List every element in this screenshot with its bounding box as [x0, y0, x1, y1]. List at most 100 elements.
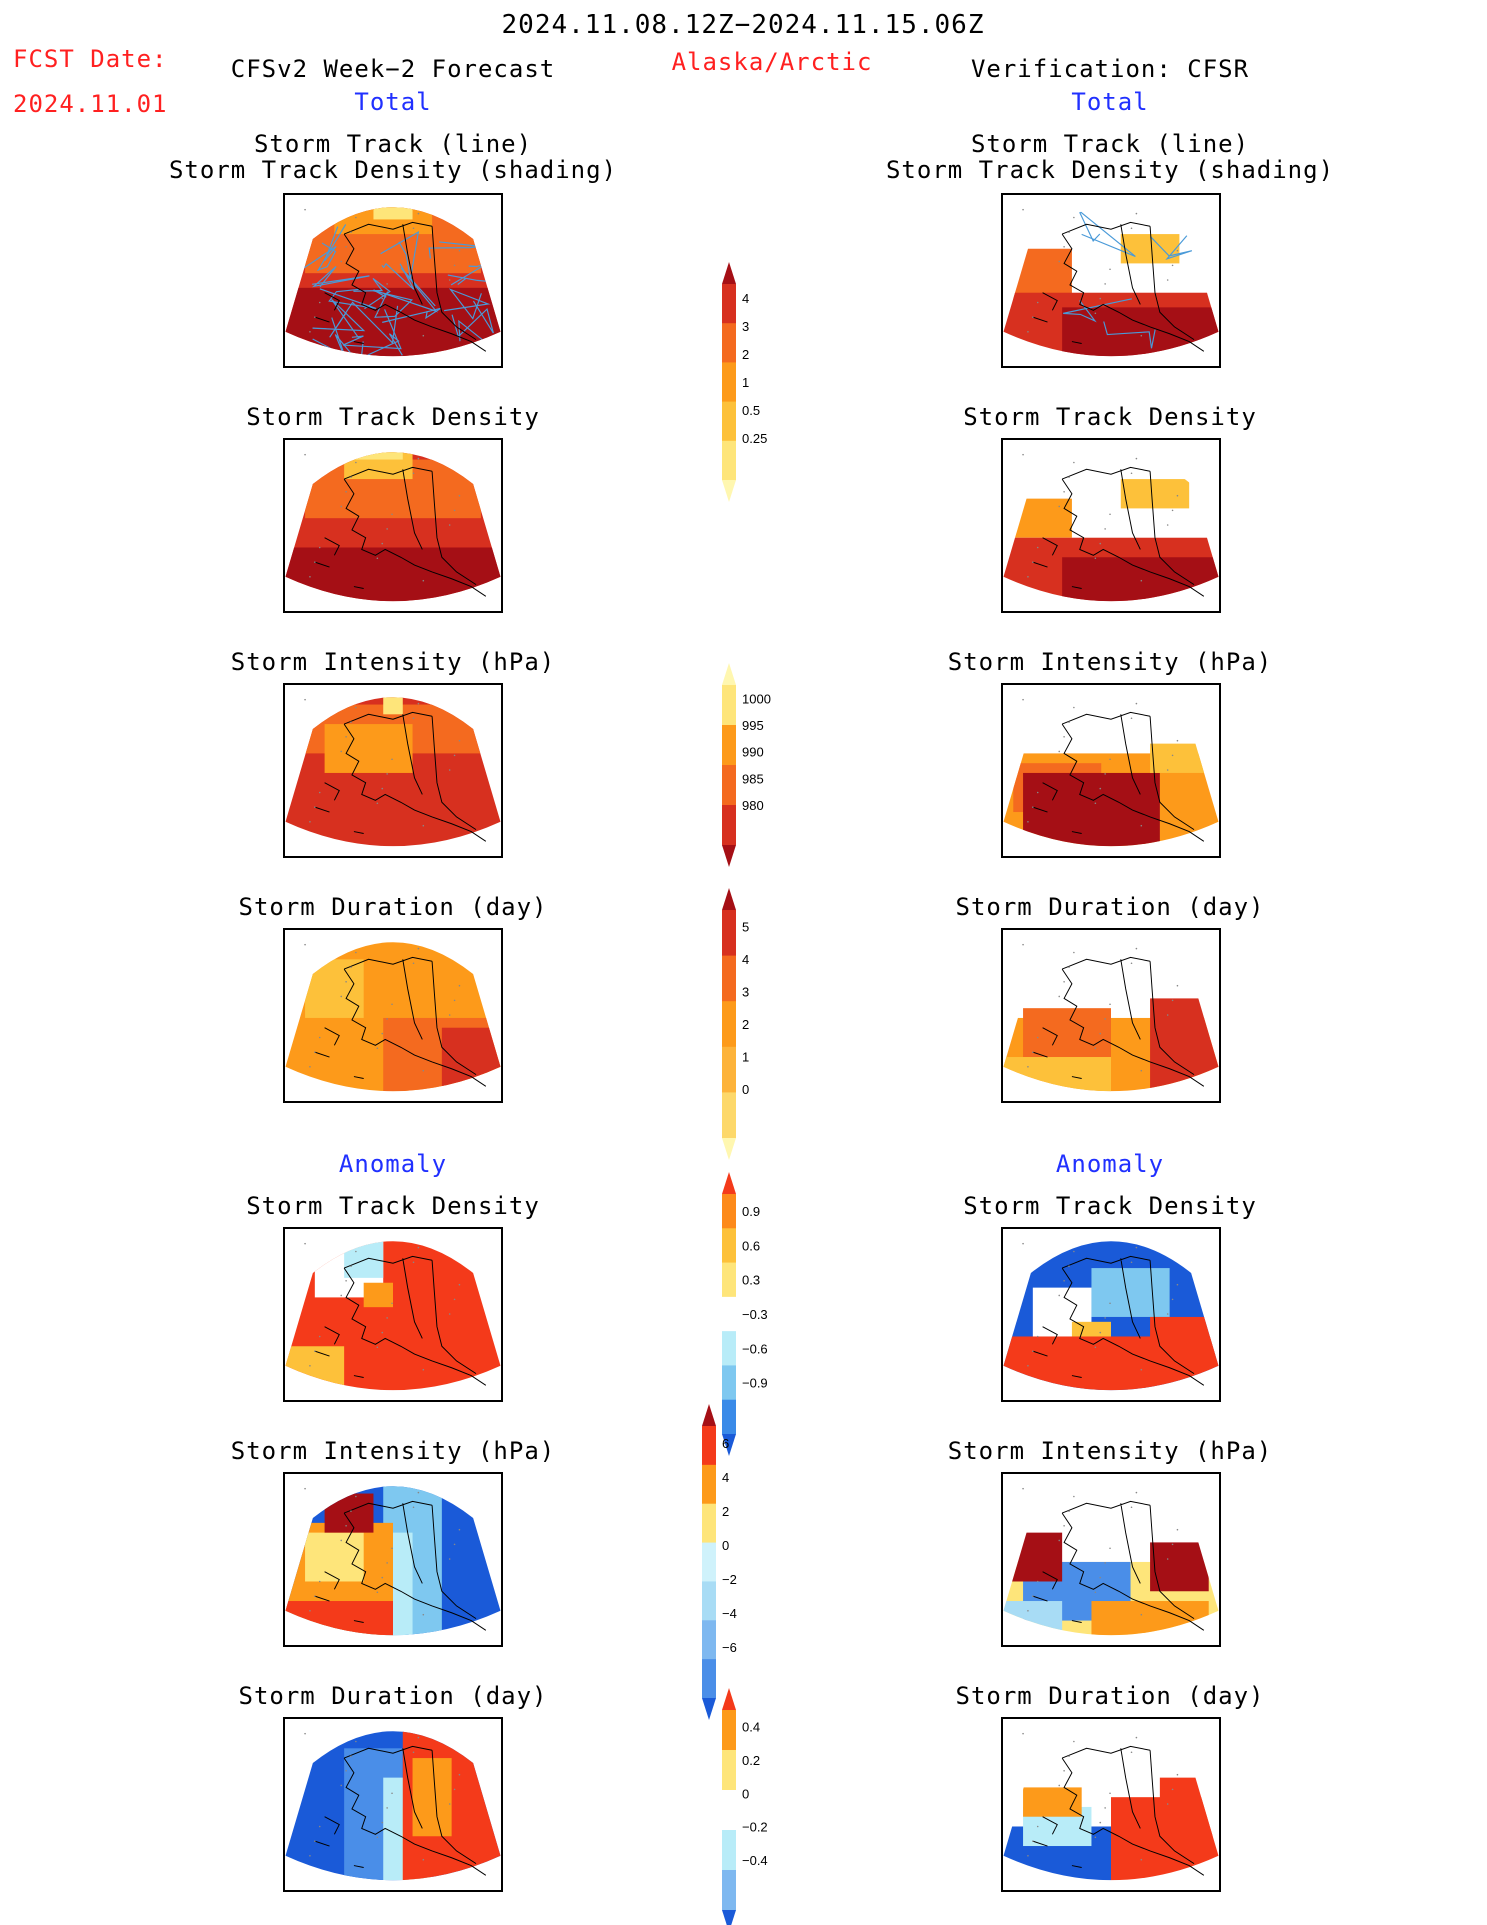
grid-dot — [1131, 1261, 1133, 1263]
grid-dot — [423, 580, 425, 582]
grid-dot — [314, 561, 316, 563]
shade-region — [1150, 744, 1209, 773]
map-fcst-intensity — [283, 683, 503, 858]
map-fcst-track — [283, 193, 503, 368]
grid-dot — [377, 1346, 379, 1348]
colorbar-tick-label: 3 — [742, 984, 749, 999]
shade-region — [286, 1601, 393, 1645]
grid-dot — [1068, 1265, 1070, 1267]
map-canvas — [285, 1474, 501, 1645]
grid-dot — [350, 1510, 352, 1512]
grid-dot — [1068, 231, 1070, 233]
colorbar-segment — [722, 1790, 736, 1831]
map-fcst-anom-density — [283, 1227, 503, 1402]
grid-dot — [1177, 250, 1179, 252]
grid-dot — [423, 1614, 425, 1616]
shade-region — [1004, 1057, 1111, 1101]
shade-region — [305, 959, 364, 1018]
colorbar-duration-total: 543210 — [720, 888, 790, 1168]
shade-region — [413, 1758, 452, 1836]
grid-dot — [377, 557, 379, 559]
grid-dot — [1032, 316, 1034, 318]
grid-dot — [1104, 1807, 1106, 1809]
grid-dot — [314, 1595, 316, 1597]
map-canvas — [285, 440, 501, 611]
grid-dot — [1032, 1051, 1034, 1053]
colorbar-tick-label: 985 — [742, 771, 764, 786]
grid-dot — [1022, 1243, 1024, 1245]
left-anom-duration-title: Storm Duration (day) — [239, 1682, 548, 1710]
grid-dot — [1177, 740, 1179, 742]
grid-dot — [1099, 298, 1101, 300]
colorbar-segment — [722, 284, 736, 324]
grid-dot — [1032, 806, 1034, 808]
grid-dot — [386, 528, 388, 530]
grid-dot — [1063, 981, 1065, 983]
grid-dot — [381, 298, 383, 300]
grid-dot — [1073, 952, 1075, 954]
map-verif-duration — [1001, 928, 1221, 1103]
grid-dot — [304, 944, 306, 946]
colorbar-segment — [702, 1465, 716, 1504]
colorbar-tick-label: 0.6 — [742, 1238, 760, 1253]
grid-dot — [355, 462, 357, 464]
grid-dot — [345, 246, 347, 248]
colorbar-segment — [722, 1750, 736, 1791]
grid-dot — [413, 227, 415, 229]
grid-dot — [1058, 261, 1060, 263]
colorbar-tick-label: 0.2 — [742, 1753, 760, 1768]
grid-dot — [454, 1789, 456, 1791]
map-canvas — [285, 930, 501, 1101]
grid-dot — [319, 1336, 321, 1338]
grid-dot — [418, 213, 420, 215]
grid-dot — [1099, 1332, 1101, 1334]
colorbar-segment — [722, 910, 736, 956]
grid-dot — [304, 1733, 306, 1735]
grid-dot — [1058, 751, 1060, 753]
grid-dot — [1136, 1492, 1138, 1494]
grid-dot — [1063, 1770, 1065, 1772]
colorbar-tick-label: 980 — [742, 798, 764, 813]
grid-dot — [381, 788, 383, 790]
shade-region — [344, 1229, 383, 1278]
grid-dot — [340, 751, 342, 753]
grid-dot — [350, 476, 352, 478]
map-verif-density — [1001, 438, 1221, 613]
colorbar-arrow-bottom — [722, 1910, 736, 1925]
grid-dot — [1172, 1544, 1174, 1546]
grid-dot — [1131, 1751, 1133, 1753]
period-title: 2024.11.08.12Z−2024.11.15.06Z — [502, 10, 985, 40]
colorbar-tick-label: −6 — [722, 1640, 737, 1655]
grid-dot — [413, 472, 415, 474]
grid-dot — [1068, 1755, 1070, 1757]
grid-dot — [304, 454, 306, 456]
grid-dot — [309, 1066, 311, 1068]
grid-dot — [1177, 1774, 1179, 1776]
grid-dot — [1167, 769, 1169, 771]
grid-dot — [1109, 1792, 1111, 1794]
grid-dot — [391, 1003, 393, 1005]
grid-dot — [1167, 1014, 1169, 1016]
colorbar-arrow-bottom — [722, 1138, 736, 1160]
grid-dot — [1172, 1299, 1174, 1301]
grid-dot — [1022, 1733, 1024, 1735]
colorbar-intensity-total: 1000 995 990 985 980 — [720, 645, 790, 885]
grid-dot — [340, 1540, 342, 1542]
grid-dot — [1131, 227, 1133, 229]
colorbar-tick-label: 0.5 — [742, 403, 760, 418]
grid-dot — [449, 279, 451, 281]
grid-dot — [381, 1577, 383, 1579]
grid-dot — [386, 1562, 388, 1564]
grid-dot — [1068, 1510, 1070, 1512]
grid-dot — [319, 547, 321, 549]
grid-dot — [355, 952, 357, 954]
colorbar-intensity-anom: 6420−2−4−6 — [690, 1404, 770, 1724]
grid-dot — [1095, 1836, 1097, 1838]
grid-dot — [1032, 561, 1034, 563]
shade-region — [1121, 479, 1189, 508]
right-intensity-title: Storm Intensity (hPa) — [948, 648, 1272, 676]
grid-dot — [1073, 462, 1075, 464]
grid-dot — [1058, 506, 1060, 508]
grid-dot — [1063, 246, 1065, 248]
grid-dot — [454, 1544, 456, 1546]
